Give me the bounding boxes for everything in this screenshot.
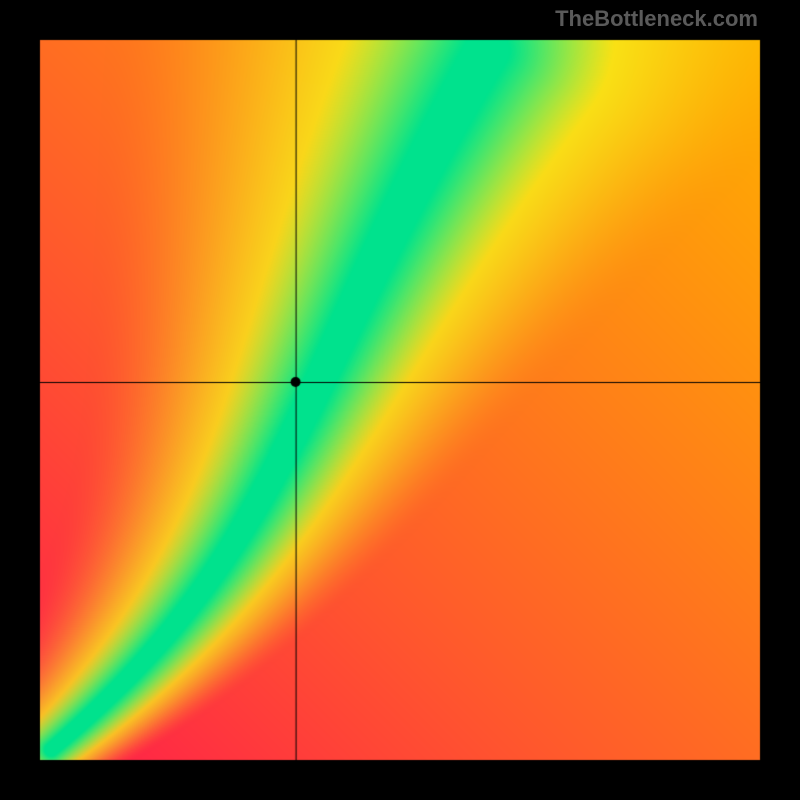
chart-container: TheBottleneck.com bbox=[0, 0, 800, 800]
heatmap-canvas bbox=[0, 0, 800, 800]
watermark-text: TheBottleneck.com bbox=[555, 6, 758, 32]
